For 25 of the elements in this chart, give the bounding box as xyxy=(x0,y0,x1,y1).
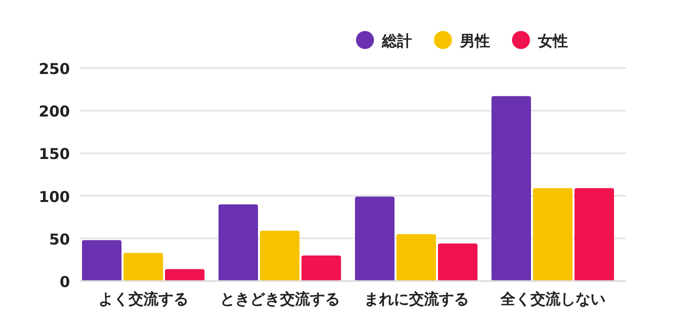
y-tick-label: 0 xyxy=(60,273,70,291)
bar xyxy=(396,234,436,281)
bar xyxy=(355,196,394,281)
bar xyxy=(574,188,614,281)
x-tick-label: よく交流する xyxy=(98,290,188,308)
bar xyxy=(165,269,204,281)
x-tick-label: ときどき交流する xyxy=(220,290,340,308)
y-tick-label: 150 xyxy=(38,145,70,164)
bar xyxy=(438,244,478,281)
bar xyxy=(124,252,163,281)
bar xyxy=(260,230,300,281)
bar xyxy=(82,240,122,281)
x-tick-label: まれに交流する xyxy=(364,290,469,308)
y-tick-label: 250 xyxy=(38,60,70,78)
x-tick-label: 全く交流しない xyxy=(499,290,606,308)
bar xyxy=(492,96,531,281)
legend-label: 総計 xyxy=(381,32,412,50)
bar xyxy=(218,204,258,281)
bar xyxy=(533,188,572,281)
y-tick-label: 100 xyxy=(38,188,70,206)
y-tick-label: 200 xyxy=(38,102,70,121)
bar xyxy=(302,255,341,281)
y-tick-label: 50 xyxy=(49,230,70,248)
legend-label: 男性 xyxy=(459,32,490,50)
legend-label: 女性 xyxy=(537,32,568,50)
